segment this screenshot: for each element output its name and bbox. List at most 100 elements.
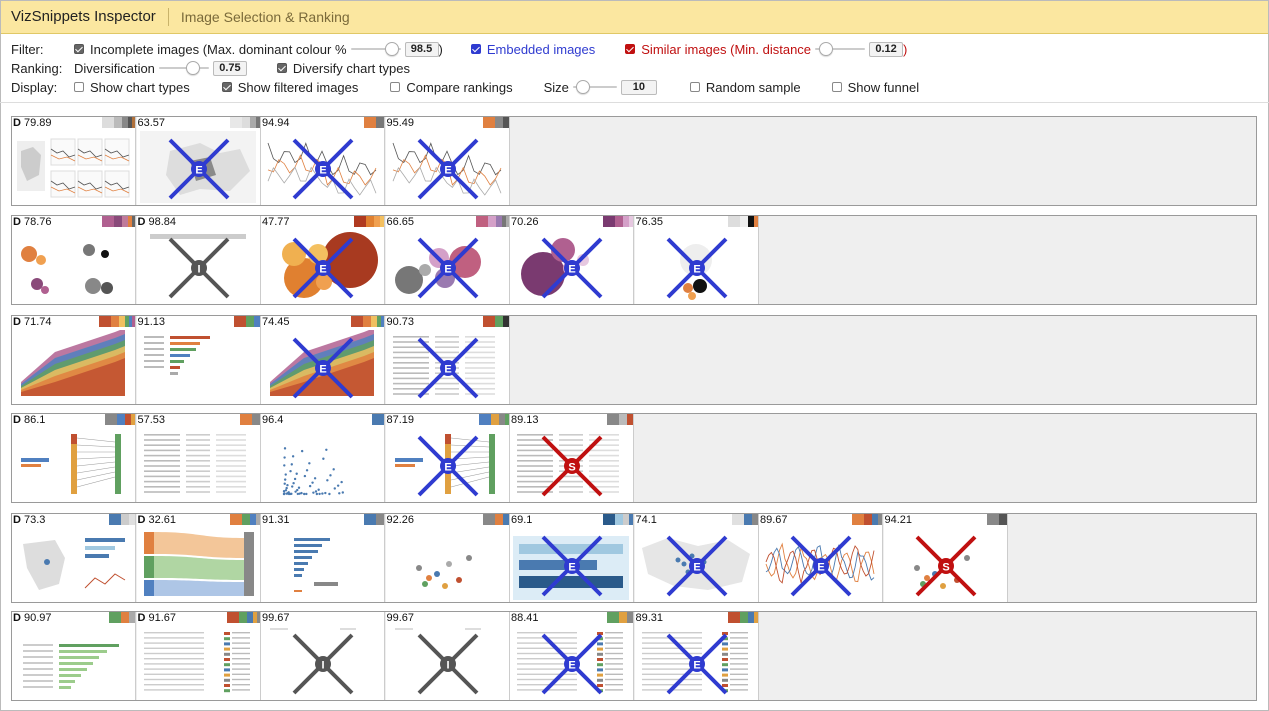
colour-swatch [363, 316, 371, 327]
colour-swatch [494, 117, 503, 128]
colour-swatch [739, 612, 748, 623]
colour-swatch [131, 414, 135, 425]
colour-swatch [249, 117, 256, 128]
thumbnail-card[interactable]: D 91.67 [136, 612, 261, 700]
colour-swatch [109, 514, 121, 525]
thumbnail-card[interactable]: 70.26 E [510, 216, 634, 304]
show-chart-types-checkbox[interactable] [74, 82, 84, 92]
score-label: 88.41 [511, 612, 539, 624]
chart-thumbnail [641, 632, 748, 693]
colour-swatch [125, 316, 129, 327]
filter-overlay: E [417, 435, 478, 497]
thumbnail-card[interactable]: 92.26 [385, 514, 510, 602]
chart-thumbnail [143, 336, 210, 375]
score-label: 87.19 [386, 414, 415, 426]
thumbnail-card[interactable]: 95.49 E [385, 117, 510, 205]
card-header: D 71.74 [12, 316, 135, 328]
thumbnail-card[interactable]: 63.57 E [136, 117, 261, 205]
colour-swatches [109, 514, 135, 525]
score-label: 78.76 [23, 216, 52, 228]
thumbnail-card[interactable]: 57.53 [136, 414, 261, 502]
thumbnail-card[interactable]: 47.77 E [261, 216, 385, 304]
thumbnail-card[interactable]: 74.1 E [634, 514, 759, 602]
thumbnail-card[interactable]: 89.31 E [634, 612, 759, 700]
similar-checkbox[interactable] [625, 44, 636, 54]
thumbnail-card[interactable]: 88.41 E [510, 612, 634, 700]
thumbnail-card[interactable]: 99.67 I [385, 612, 510, 700]
thumbnail-card[interactable]: D 71.74 [12, 316, 136, 404]
filter-overlay: E [541, 535, 603, 597]
app-title: VizSnippets Inspector [1, 8, 169, 26]
thumbnail-card[interactable]: 96.4 [261, 414, 385, 502]
filter-overlay: E [292, 138, 354, 200]
card-header: D 79.89 [12, 117, 135, 129]
similar-value[interactable]: 0.12 [869, 41, 904, 57]
colour-swatches [364, 117, 384, 128]
filter-overlay [12, 526, 136, 602]
show-funnel-checkbox[interactable] [831, 82, 842, 92]
colour-swatch [129, 316, 132, 327]
compare-rankings-checkbox[interactable] [390, 82, 401, 92]
incomplete-slider[interactable] [350, 42, 401, 56]
embedded-checkbox[interactable] [470, 44, 481, 54]
thumbnail-card[interactable]: 69.1 E [510, 514, 634, 602]
filter-overlay: E [666, 237, 727, 299]
colour-swatch [986, 514, 999, 525]
divider [0, 102, 1269, 103]
card-header: D 86.1 [12, 414, 135, 426]
colour-swatches [727, 216, 758, 227]
thumbnail-card[interactable]: 87.19 E [385, 414, 510, 502]
embedded-filter: Embedded images [470, 42, 595, 57]
score-label: 74.1 [635, 514, 657, 526]
incomplete-checkbox[interactable] [74, 44, 84, 54]
thumbnail-card[interactable]: D 90.97 [12, 612, 136, 700]
card-header: D 98.84 [137, 216, 260, 228]
embedded-filter-mark: E [417, 337, 478, 399]
colour-swatch [351, 316, 363, 327]
size-slider[interactable] [572, 80, 617, 94]
card-header: 94.21 [884, 514, 1007, 526]
thumbnail-card[interactable]: D 79.89 [12, 117, 136, 205]
score-label: 73.3 [23, 514, 46, 526]
colour-swatch [498, 414, 505, 425]
chart-thumbnail [21, 434, 121, 494]
similar-filter-mark: S [915, 535, 976, 597]
thumbnail-card[interactable]: D 98.84 I [136, 216, 261, 304]
ranking-label: Ranking: [11, 60, 63, 76]
diversify-types-checkbox[interactable] [276, 63, 287, 73]
thumbnail-card[interactable]: 89.13 S [510, 414, 634, 502]
thumbnail-card[interactable]: 91.31 [261, 514, 385, 602]
score-label: 79.89 [23, 117, 52, 129]
thumbnail-card[interactable]: 74.45 E [261, 316, 385, 404]
diversification-slider[interactable] [158, 61, 209, 75]
svg-text:E: E [195, 165, 202, 177]
similar-slider[interactable] [815, 42, 866, 56]
thumbnail-card[interactable]: D 32.61 [136, 514, 261, 602]
thumbnail-card[interactable]: 94.21 S [883, 514, 1008, 602]
thumbnail-card[interactable]: 89.67 E [759, 514, 883, 602]
random-sample-checkbox[interactable] [689, 82, 700, 92]
colour-swatch [482, 117, 495, 128]
filter-overlay [12, 228, 136, 304]
thumbnail-card[interactable]: 76.35 E [634, 216, 759, 304]
thumbnail-card[interactable]: D 73.3 [12, 514, 136, 602]
incomplete-value[interactable]: 98.5 [404, 41, 439, 57]
size-value[interactable]: 10 [620, 79, 657, 95]
thumbnail-card[interactable]: 90.73 E [385, 316, 510, 404]
colour-swatch [129, 612, 135, 623]
diversification-label: Diversification [74, 60, 155, 76]
svg-text:E: E [693, 264, 700, 276]
show-filtered-checkbox[interactable] [221, 82, 232, 92]
thumbnail-card[interactable]: 91.13 [136, 316, 261, 404]
thumbnail-card[interactable]: D 78.76 [12, 216, 136, 304]
colour-swatch [99, 316, 111, 327]
thumbnail-card[interactable]: 94.94 E [261, 117, 385, 205]
thumbnail-card[interactable]: D 86.1 [12, 414, 136, 502]
score-label: 96.4 [262, 414, 284, 426]
svg-text:E: E [693, 660, 700, 672]
thumbnail-card[interactable]: 99.67 I [261, 612, 385, 700]
result-group: D 71.74 91.13 74.45 E 90.73 E [11, 315, 1257, 405]
diversification-value[interactable]: 0.75 [212, 60, 247, 76]
chart-thumbnail [149, 234, 246, 239]
thumbnail-card[interactable]: 66.65 E [385, 216, 510, 304]
